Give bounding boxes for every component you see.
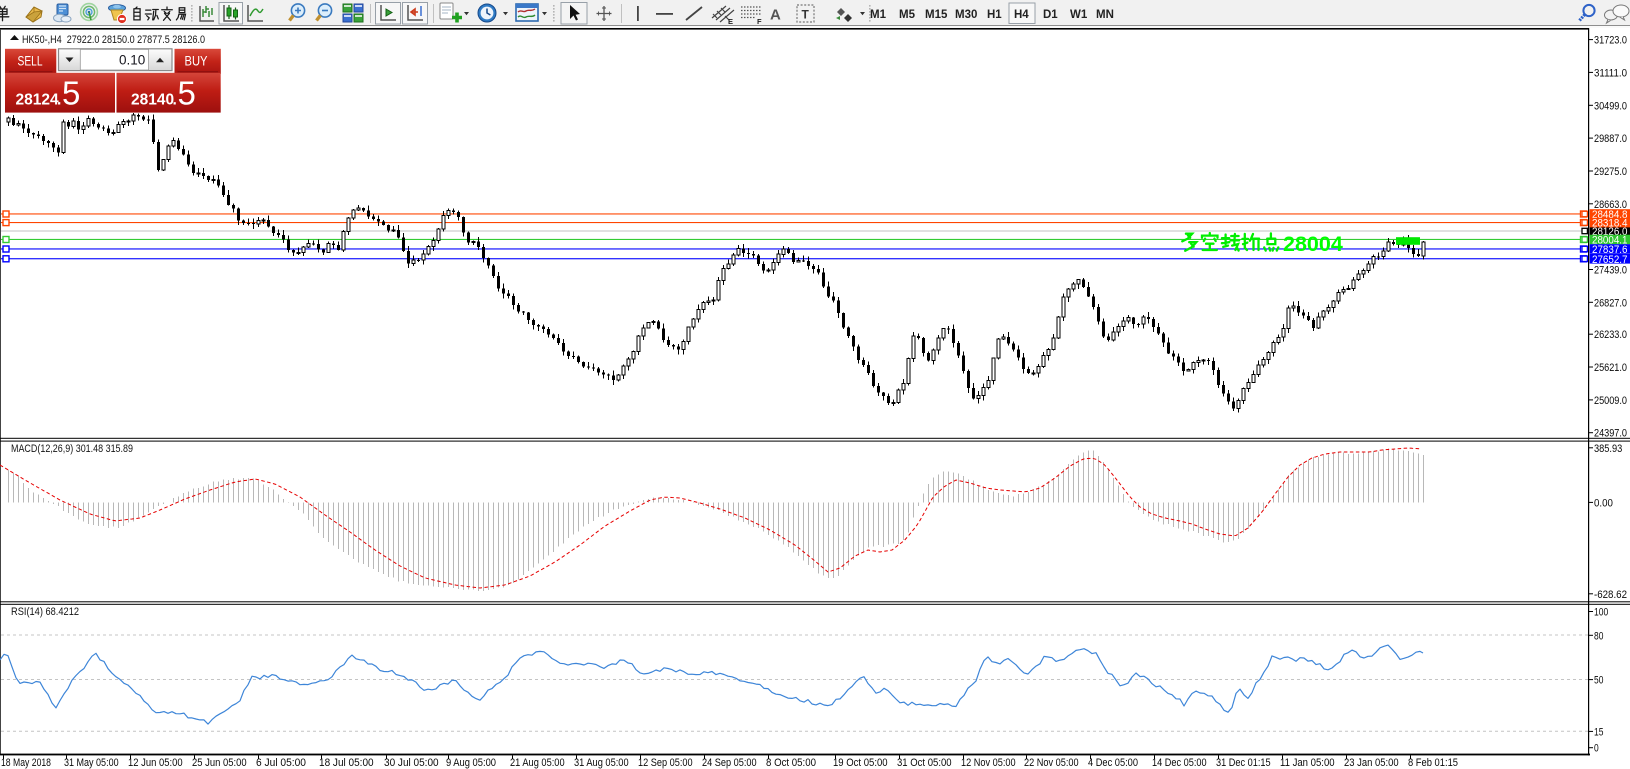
svg-text:19 Oct 05:00: 19 Oct 05:00 bbox=[833, 757, 888, 769]
svg-text:50: 50 bbox=[1594, 675, 1603, 687]
svg-text:12 Jun 05:00: 12 Jun 05:00 bbox=[128, 757, 183, 769]
svg-text:22 Nov 05:00: 22 Nov 05:00 bbox=[1024, 757, 1079, 769]
svg-text:27837.6: 27837.6 bbox=[1592, 244, 1628, 256]
svg-text:6 Jul 05:00: 6 Jul 05:00 bbox=[256, 757, 306, 769]
svg-text:18 Jul 05:00: 18 Jul 05:00 bbox=[319, 757, 374, 769]
svg-text:30 Jul 05:00: 30 Jul 05:00 bbox=[384, 757, 439, 769]
svg-text:31111.0: 31111.0 bbox=[1594, 67, 1627, 79]
svg-text:RSI(14) 68.4212: RSI(14) 68.4212 bbox=[11, 606, 79, 618]
svg-text:H1: H1 bbox=[987, 9, 1002, 21]
svg-text:9 Aug 05:00: 9 Aug 05:00 bbox=[446, 757, 496, 769]
svg-text:-628.62: -628.62 bbox=[1594, 589, 1627, 601]
svg-text:MN: MN bbox=[1096, 9, 1114, 21]
svg-text:31 May 05:00: 31 May 05:00 bbox=[64, 757, 119, 769]
svg-text:14 Dec 05:00: 14 Dec 05:00 bbox=[1152, 757, 1207, 769]
svg-text:26233.0: 26233.0 bbox=[1594, 329, 1627, 341]
svg-text:18 May 2018: 18 May 2018 bbox=[1, 757, 51, 769]
svg-text:11 Jan 05:00: 11 Jan 05:00 bbox=[1280, 757, 1335, 769]
svg-text:8 Feb 01:15: 8 Feb 01:15 bbox=[1408, 757, 1458, 769]
svg-text:M15: M15 bbox=[925, 9, 948, 21]
svg-text:29275.0: 29275.0 bbox=[1594, 166, 1627, 178]
svg-text:BUY: BUY bbox=[185, 54, 208, 69]
svg-text:30499.0: 30499.0 bbox=[1594, 100, 1627, 112]
svg-text:E: E bbox=[728, 17, 733, 26]
svg-text:4 Dec 05:00: 4 Dec 05:00 bbox=[1088, 757, 1138, 769]
svg-text:HK50-,H4 27922.0 28150.0 2787: HK50-,H4 27922.0 28150.0 27877.5 28126.0 bbox=[22, 34, 205, 46]
svg-text:A: A bbox=[770, 7, 781, 24]
svg-text:31 Oct 05:00: 31 Oct 05:00 bbox=[897, 757, 952, 769]
svg-text:D1: D1 bbox=[1043, 9, 1058, 21]
svg-text:24 Sep 05:00: 24 Sep 05:00 bbox=[702, 757, 757, 769]
svg-text:27439.0: 27439.0 bbox=[1594, 265, 1627, 277]
svg-text:M1: M1 bbox=[870, 9, 887, 21]
svg-text:28004: 28004 bbox=[1283, 232, 1343, 256]
svg-text:25 Jun 05:00: 25 Jun 05:00 bbox=[192, 757, 247, 769]
svg-text:29887.0: 29887.0 bbox=[1594, 133, 1627, 145]
svg-text:5: 5 bbox=[178, 75, 196, 112]
svg-text:100: 100 bbox=[1594, 607, 1608, 619]
svg-text:0.10: 0.10 bbox=[119, 52, 145, 67]
svg-text:H4: H4 bbox=[1014, 9, 1029, 21]
svg-text:28318.4: 28318.4 bbox=[1592, 218, 1628, 230]
svg-text:M30: M30 bbox=[955, 9, 977, 21]
svg-text:28140: 28140 bbox=[131, 92, 174, 109]
svg-text:12 Sep 05:00: 12 Sep 05:00 bbox=[638, 757, 693, 769]
svg-text:15: 15 bbox=[1594, 726, 1603, 738]
svg-text:21 Aug 05:00: 21 Aug 05:00 bbox=[510, 757, 565, 769]
svg-text:31723.0: 31723.0 bbox=[1594, 35, 1627, 47]
svg-text:5: 5 bbox=[62, 75, 80, 112]
svg-text:26827.0: 26827.0 bbox=[1594, 297, 1627, 309]
svg-text:24397.0: 24397.0 bbox=[1594, 428, 1627, 440]
svg-text:25621.0: 25621.0 bbox=[1594, 362, 1627, 374]
svg-text:M5: M5 bbox=[899, 9, 916, 21]
svg-text:.: . bbox=[173, 92, 177, 109]
svg-text:12 Nov 05:00: 12 Nov 05:00 bbox=[961, 757, 1016, 769]
svg-text:25009.0: 25009.0 bbox=[1594, 395, 1627, 407]
svg-text:MACD(12,26,9) 301.48 315.89: MACD(12,26,9) 301.48 315.89 bbox=[11, 443, 133, 455]
svg-text:0.00: 0.00 bbox=[1594, 497, 1613, 509]
svg-text:80: 80 bbox=[1594, 630, 1603, 642]
svg-text:28124: 28124 bbox=[16, 92, 59, 109]
svg-text:T: T bbox=[802, 8, 810, 22]
svg-text:31 Dec 01:15: 31 Dec 01:15 bbox=[1216, 757, 1271, 769]
svg-text:385.93: 385.93 bbox=[1594, 443, 1622, 455]
svg-text:31 Aug 05:00: 31 Aug 05:00 bbox=[574, 757, 629, 769]
svg-text:8 Oct 05:00: 8 Oct 05:00 bbox=[766, 757, 816, 769]
svg-text:28004.1: 28004.1 bbox=[1592, 235, 1628, 247]
svg-text:SELL: SELL bbox=[18, 54, 43, 69]
svg-text:23 Jan 05:00: 23 Jan 05:00 bbox=[1344, 757, 1399, 769]
svg-text:.: . bbox=[57, 92, 61, 109]
svg-text:28663.0: 28663.0 bbox=[1594, 199, 1627, 211]
svg-text:W1: W1 bbox=[1070, 9, 1088, 21]
svg-text:F: F bbox=[757, 17, 762, 26]
svg-text:27652.7: 27652.7 bbox=[1592, 254, 1628, 266]
svg-text:0: 0 bbox=[1594, 743, 1599, 755]
